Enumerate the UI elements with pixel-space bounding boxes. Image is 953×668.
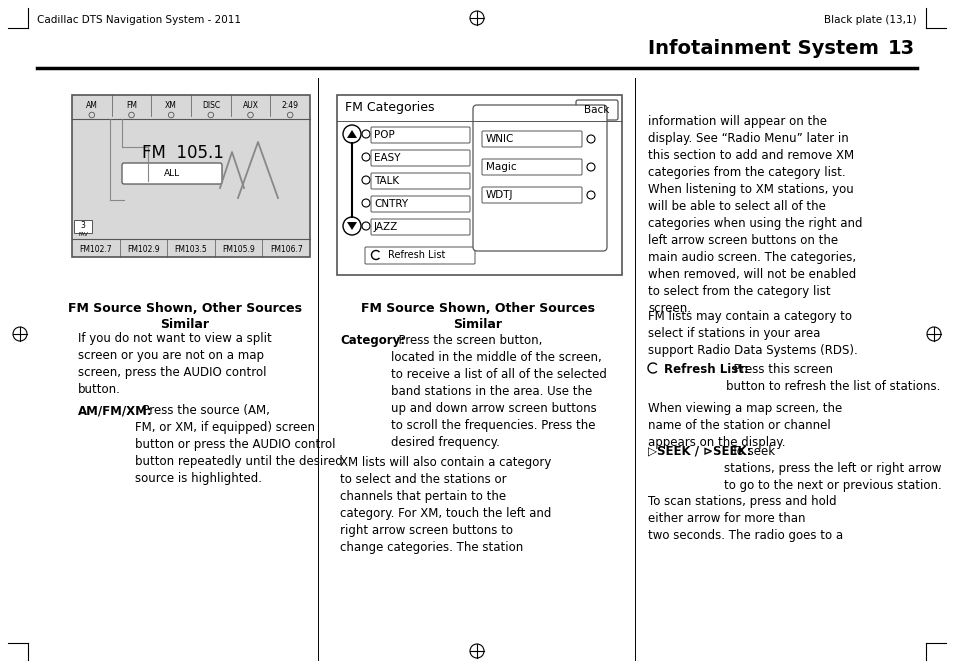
Text: POP: POP	[374, 130, 395, 140]
Text: 2:49: 2:49	[281, 100, 298, 110]
Text: Press the screen button,
located in the middle of the screen,
to receive a list : Press the screen button, located in the …	[391, 334, 606, 449]
Text: FM: FM	[126, 100, 137, 110]
Text: If you do not want to view a split
screen or you are not on a map
screen, press : If you do not want to view a split scree…	[78, 332, 272, 396]
Polygon shape	[347, 130, 356, 138]
Text: Category:: Category:	[339, 334, 405, 347]
Text: ▷SEEK / ⊳SEEK:: ▷SEEK / ⊳SEEK:	[647, 445, 751, 458]
Text: DISC: DISC	[201, 100, 219, 110]
Text: When viewing a map screen, the
name of the station or channel
appears on the dis: When viewing a map screen, the name of t…	[647, 402, 841, 449]
FancyBboxPatch shape	[481, 131, 581, 147]
Text: CNTRY: CNTRY	[374, 199, 408, 209]
Text: WDTJ: WDTJ	[485, 190, 513, 200]
Text: AM: AM	[86, 100, 97, 110]
Text: 3: 3	[80, 220, 86, 230]
FancyBboxPatch shape	[365, 247, 475, 264]
FancyBboxPatch shape	[71, 95, 310, 257]
FancyBboxPatch shape	[371, 196, 470, 212]
Text: Back: Back	[583, 105, 609, 115]
Text: FAV: FAV	[78, 232, 88, 238]
Text: Press this screen
button to refresh the list of stations.: Press this screen button to refresh the …	[725, 363, 940, 393]
Text: FM105.9: FM105.9	[222, 244, 254, 253]
Text: information will appear on the
display. See “Radio Menu” later in
this section t: information will appear on the display. …	[647, 115, 862, 315]
Text: ALL: ALL	[164, 170, 180, 178]
Text: EASY: EASY	[374, 153, 400, 163]
FancyBboxPatch shape	[371, 150, 470, 166]
Text: AM/FM/XM:: AM/FM/XM:	[78, 404, 152, 417]
FancyBboxPatch shape	[576, 100, 618, 120]
Text: AUX: AUX	[242, 100, 258, 110]
Text: Press the source (AM,
FM, or XM, if equipped) screen
button or press the AUDIO c: Press the source (AM, FM, or XM, if equi…	[135, 404, 342, 485]
Text: 13: 13	[887, 39, 914, 58]
Text: WNIC: WNIC	[485, 134, 514, 144]
FancyBboxPatch shape	[122, 163, 222, 184]
Text: To scan stations, press and hold
either arrow for more than
two seconds. The rad: To scan stations, press and hold either …	[647, 495, 842, 542]
Text: FM106.7: FM106.7	[270, 244, 302, 253]
Polygon shape	[347, 222, 356, 230]
FancyBboxPatch shape	[371, 173, 470, 189]
FancyBboxPatch shape	[481, 159, 581, 175]
FancyBboxPatch shape	[371, 127, 470, 143]
Text: FM102.9: FM102.9	[127, 244, 159, 253]
Text: Refresh List:: Refresh List:	[663, 363, 748, 376]
Text: FM Source Shown, Other Sources
Similar: FM Source Shown, Other Sources Similar	[68, 302, 302, 331]
Text: JAZZ: JAZZ	[374, 222, 397, 232]
Text: TALK: TALK	[374, 176, 398, 186]
Text: FM Source Shown, Other Sources
Similar: FM Source Shown, Other Sources Similar	[360, 302, 595, 331]
Text: To seek
stations, press the left or right arrow
to go to the next or previous st: To seek stations, press the left or righ…	[723, 445, 941, 492]
FancyBboxPatch shape	[74, 220, 91, 233]
Text: Black plate (13,1): Black plate (13,1)	[823, 15, 916, 25]
FancyBboxPatch shape	[473, 105, 606, 251]
FancyBboxPatch shape	[336, 95, 621, 275]
Text: Infotainment System: Infotainment System	[647, 39, 878, 58]
Text: FM103.5: FM103.5	[174, 244, 207, 253]
Text: XM lists will also contain a category
to select and the stations or
channels tha: XM lists will also contain a category to…	[339, 456, 551, 554]
Text: Magic: Magic	[485, 162, 517, 172]
FancyBboxPatch shape	[481, 187, 581, 203]
Text: FM  105.1: FM 105.1	[142, 144, 224, 162]
Text: Refresh List: Refresh List	[388, 250, 445, 260]
FancyBboxPatch shape	[371, 219, 470, 235]
Text: XM: XM	[165, 100, 177, 110]
Text: FM Categories: FM Categories	[345, 102, 434, 114]
Text: Cadillac DTS Navigation System - 2011: Cadillac DTS Navigation System - 2011	[37, 15, 241, 25]
Text: FM lists may contain a category to
select if stations in your area
support Radio: FM lists may contain a category to selec…	[647, 310, 857, 357]
Text: FM102.7: FM102.7	[79, 244, 112, 253]
